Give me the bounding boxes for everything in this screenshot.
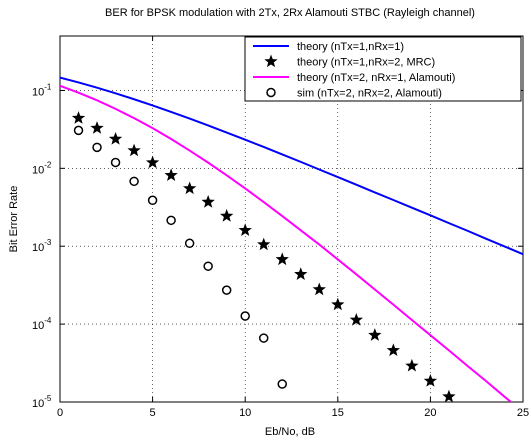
series-line: [60, 76, 523, 256]
y-tick-label: 10-5: [32, 394, 52, 410]
star-marker: [90, 121, 104, 134]
circle-marker: [266, 87, 276, 98]
y-tick-base: 10: [32, 86, 44, 98]
legend: theory (nTx=1,nRx=1) theory (nTx=1,nRx=2,…: [244, 36, 522, 102]
circle-marker: [221, 285, 232, 295]
circle-marker: [258, 333, 269, 343]
chart-title: BER for BPSK modulation with 2Tx, 2Rx Al…: [105, 7, 475, 19]
x-tick-label: 20: [424, 407, 436, 419]
y-tick-exponent: -3: [44, 238, 52, 247]
star-marker: [71, 111, 86, 124]
y-tick-base: 10: [32, 164, 44, 176]
legend-label: sim (nTx=2, nRx=2, Alamouti): [297, 87, 442, 99]
y-tick-label: 10-1: [32, 83, 52, 99]
circle-marker: [147, 195, 158, 206]
circle-marker: [203, 261, 213, 271]
y-tick-label: 10-2: [32, 160, 52, 176]
legend-label: theory (nTx=1,nRx=2, MRC): [297, 56, 435, 68]
star-marker: [312, 282, 326, 296]
legend-label: theory (nTx=2, nRx=1, Alamouti): [297, 72, 455, 84]
star-marker: [386, 343, 401, 357]
axes-box: [59, 35, 524, 403]
series-line: [60, 84, 513, 402]
star-marker: [238, 223, 252, 236]
circle-marker: [166, 215, 176, 226]
star-marker: [145, 155, 160, 169]
star-marker: [127, 143, 141, 157]
circle-marker: [110, 157, 121, 168]
star-marker: [182, 181, 197, 195]
star-marker: [108, 132, 123, 145]
circle-marker: [184, 238, 195, 249]
y-tick-exponent: -4: [44, 316, 52, 325]
star-marker: [442, 389, 456, 402]
star-marker: [405, 358, 419, 372]
x-tick-label: 25: [517, 407, 529, 419]
y-tick-exponent: -1: [44, 83, 52, 92]
x-tick-label: 5: [150, 407, 156, 419]
circle-marker: [73, 125, 84, 136]
y-tick-exponent: -5: [44, 394, 52, 403]
circle-marker: [277, 379, 287, 389]
x-axis-label: Eb/No, dB: [265, 426, 315, 438]
x-tick-label: 15: [332, 407, 344, 419]
star-marker: [275, 252, 289, 266]
circle-marker: [92, 142, 102, 153]
y-tick-base: 10: [32, 242, 44, 254]
y-tick-base: 10: [32, 398, 44, 410]
star-marker: [264, 54, 278, 68]
star-marker: [257, 237, 271, 251]
y-tick-base: 10: [32, 320, 44, 332]
legend-box: [244, 36, 522, 102]
star-marker: [331, 297, 345, 311]
star-marker: [294, 267, 308, 280]
plot-clip: [60, 76, 523, 402]
star-marker: [201, 195, 215, 208]
star-marker: [220, 209, 234, 222]
star-marker: [349, 312, 363, 326]
y-tick-exponent: -2: [44, 160, 52, 169]
legend-label: theory (nTx=1,nRx=1): [297, 41, 404, 53]
y-tick-label: 10-3: [32, 238, 52, 254]
y-axis-label: Bit Error Rate: [8, 186, 20, 253]
x-tick-label: 0: [57, 407, 63, 419]
x-tick-label: 10: [239, 407, 251, 419]
y-tick-label: 10-4: [32, 316, 52, 332]
star-marker: [164, 168, 178, 181]
star-marker: [368, 328, 382, 341]
circle-marker: [240, 311, 250, 321]
circle-marker: [129, 176, 139, 187]
star-marker: [423, 374, 438, 387]
